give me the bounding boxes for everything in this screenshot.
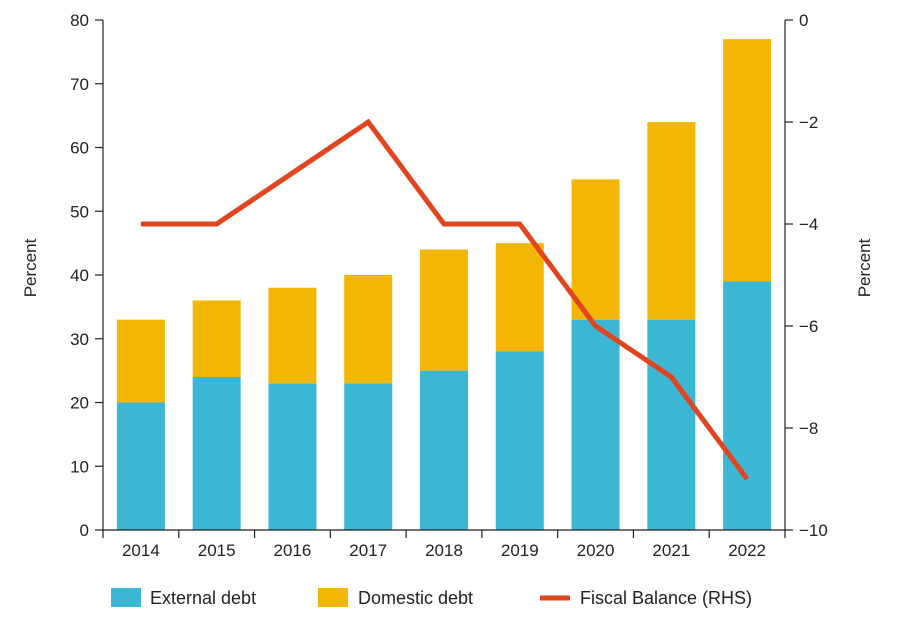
legend-swatch-external-debt bbox=[111, 588, 141, 607]
left-tick-label: 40 bbox=[70, 266, 89, 285]
right-tick-label: −6 bbox=[799, 317, 818, 336]
bar-external-debt-2018 bbox=[420, 370, 468, 530]
x-tick-label-2017: 2017 bbox=[349, 541, 387, 560]
bar-domestic-debt-2017 bbox=[344, 275, 393, 384]
x-tick-label-2020: 2020 bbox=[577, 541, 615, 560]
legend: External debt Domestic debt Fiscal Balan… bbox=[111, 588, 752, 608]
bar-domestic-debt-2016 bbox=[268, 287, 317, 384]
bar-external-debt-2019 bbox=[495, 351, 544, 530]
left-tick-label: 10 bbox=[70, 457, 89, 476]
bar-external-debt-2015 bbox=[192, 377, 241, 530]
fiscal-balance-line bbox=[140, 118, 750, 481]
legend-label-fiscal-balance: Fiscal Balance (RHS) bbox=[580, 588, 752, 608]
left-tick-label: 0 bbox=[80, 521, 89, 540]
right-tick-label: 0 bbox=[799, 11, 808, 30]
legend-label-external-debt: External debt bbox=[150, 588, 256, 608]
x-tick-label-2015: 2015 bbox=[198, 541, 236, 560]
x-tick-label-2019: 2019 bbox=[501, 541, 539, 560]
legend-label-domestic-debt: Domestic debt bbox=[358, 588, 473, 608]
bar-external-debt-2016 bbox=[268, 383, 317, 530]
bar-domestic-debt-2018 bbox=[420, 249, 468, 371]
bar-domestic-debt-2014 bbox=[116, 319, 165, 403]
bar-domestic-debt-2022 bbox=[723, 39, 772, 282]
x-tick-label-2021: 2021 bbox=[652, 541, 690, 560]
bar-external-debt-2014 bbox=[116, 402, 165, 530]
bar-external-debt-2017 bbox=[344, 383, 393, 530]
bars-layer bbox=[116, 39, 772, 530]
bar-domestic-debt-2021 bbox=[647, 122, 696, 320]
left-tick-label: 50 bbox=[70, 202, 89, 221]
right-tick-label: −10 bbox=[799, 521, 828, 540]
left-tick-label: 80 bbox=[70, 11, 89, 30]
x-tick-label-2016: 2016 bbox=[274, 541, 312, 560]
right-tick-label: −8 bbox=[799, 419, 818, 438]
x-tick-label-2022: 2022 bbox=[728, 541, 766, 560]
bar-external-debt-2022 bbox=[723, 281, 772, 530]
right-tick-label: −4 bbox=[799, 215, 818, 234]
right-tick-label: −2 bbox=[799, 113, 818, 132]
left-axis-ticks: 0 10 20 30 40 50 60 70 80 bbox=[70, 11, 103, 540]
left-tick-label: 30 bbox=[70, 330, 89, 349]
right-axis-ticks: 0 −2 −4 −6 −8 −10 bbox=[785, 11, 828, 540]
left-tick-label: 70 bbox=[70, 75, 89, 94]
bar-domestic-debt-2020 bbox=[571, 179, 620, 320]
left-axis-title: Percent bbox=[21, 238, 40, 297]
x-axis-ticks: 2014 2015 2016 2017 2018 2019 2020 2021 2022 bbox=[102, 530, 786, 560]
x-tick-label-2014: 2014 bbox=[122, 541, 160, 560]
x-tick-label-2018: 2018 bbox=[425, 541, 463, 560]
fiscal-balance-line-layer bbox=[140, 118, 750, 481]
left-tick-label: 60 bbox=[70, 139, 89, 158]
left-tick-label: 20 bbox=[70, 394, 89, 413]
bar-external-debt-2021 bbox=[647, 319, 696, 530]
bar-domestic-debt-2019 bbox=[495, 243, 544, 352]
right-axis-title: Percent bbox=[855, 238, 874, 297]
legend-swatch-domestic-debt bbox=[318, 588, 348, 607]
bar-domestic-debt-2015 bbox=[192, 300, 241, 377]
bar-external-debt-2020 bbox=[571, 319, 620, 530]
